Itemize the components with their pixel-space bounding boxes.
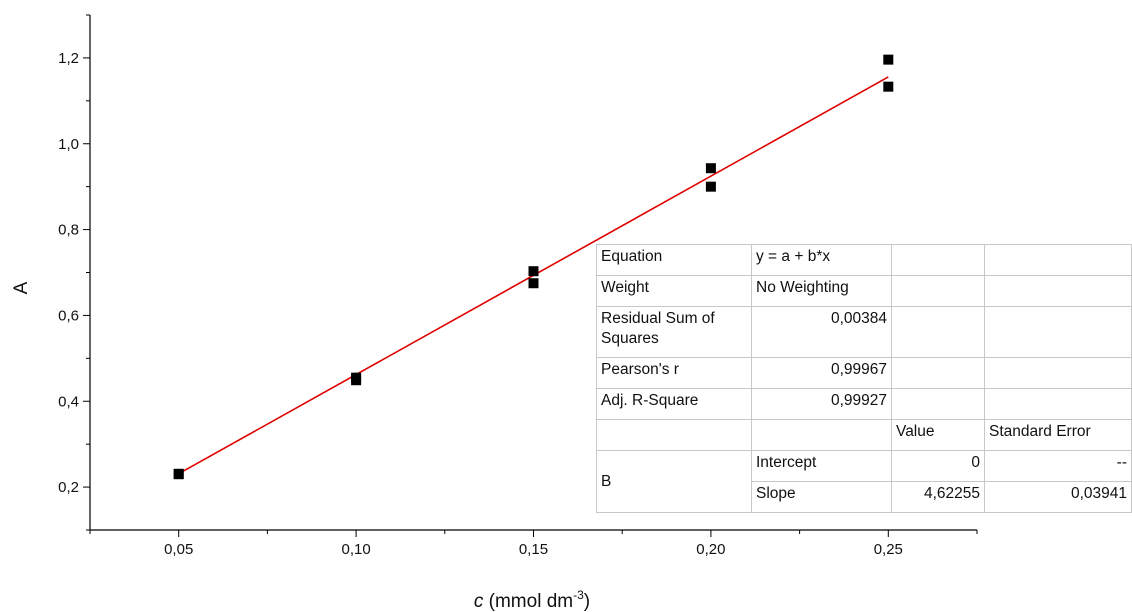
table-row-pearson: Pearson's r 0,99967 — [596, 357, 1132, 389]
value-header: Value — [891, 419, 985, 451]
y-tick-label: 0,2 — [58, 479, 79, 496]
data-point — [528, 266, 539, 277]
empty-cell — [891, 244, 985, 276]
x-axis-title-unit: (mmol dm — [483, 591, 573, 612]
data-point — [883, 81, 894, 92]
y-tick-label: 1,2 — [58, 50, 79, 67]
y-axis-title: A — [11, 281, 32, 294]
empty-cell — [596, 419, 752, 451]
x-axis-title-exponent: -3 — [573, 588, 584, 602]
rss-value: 0,00384 — [751, 306, 892, 358]
data-point — [705, 181, 716, 192]
table-row-equation: Equation y = a + b*x — [596, 244, 1132, 276]
x-axis-title: c (mmol dm-3) — [474, 588, 590, 612]
intercept-error: -- — [984, 450, 1132, 482]
empty-cell — [984, 388, 1132, 420]
slope-error: 0,03941 — [984, 481, 1132, 513]
x-axis-title-symbol: c — [474, 591, 484, 612]
empty-cell — [984, 275, 1132, 307]
parameter-group-label: B — [596, 450, 752, 513]
y-tick-label: 0,4 — [58, 393, 79, 410]
x-tick-label: 0,15 — [519, 541, 548, 558]
y-tick-label: 0,8 — [58, 222, 79, 239]
slope-value: 4,62255 — [891, 481, 985, 513]
equation-label: Equation — [596, 244, 752, 276]
intercept-label: Intercept — [751, 450, 892, 482]
empty-cell — [891, 275, 985, 307]
data-point — [528, 278, 539, 289]
table-row-slope: Slope 4,62255 0,03941 — [597, 481, 1132, 513]
adj-r-square-label: Adj. R-Square — [596, 388, 752, 420]
empty-cell — [891, 388, 985, 420]
table-row-intercept: B Intercept 0 -- — [596, 450, 1132, 513]
empty-cell — [751, 419, 892, 451]
equation-value: y = a + b*x — [751, 244, 892, 276]
x-tick-label: 0,20 — [696, 541, 725, 558]
x-tick-label: 0,25 — [874, 541, 903, 558]
data-point — [173, 468, 184, 479]
rss-label: Residual Sum of Squares — [596, 306, 752, 358]
fit-statistics-table: Equation y = a + b*x Weight No Weighting… — [596, 244, 1132, 513]
x-tick-label: 0,10 — [341, 541, 370, 558]
slope-label: Slope — [751, 481, 892, 513]
x-axis-title-close: ) — [584, 591, 590, 612]
data-point — [705, 163, 716, 174]
y-ticks: 0,2 0,4 0,6 0,8 1,0 1,2 — [58, 14, 90, 531]
intercept-value: 0 — [891, 450, 985, 482]
data-point — [883, 54, 894, 65]
data-point — [351, 372, 362, 383]
data-points — [173, 54, 894, 480]
weight-value: No Weighting — [751, 275, 892, 307]
y-tick-label: 0,6 — [58, 307, 79, 324]
pearson-value: 0,99967 — [751, 357, 892, 389]
table-row-rss: Residual Sum of Squares 0,00384 — [596, 306, 1132, 358]
standard-error-header: Standard Error — [984, 419, 1132, 451]
x-ticks: 0,05 0,10 0,15 0,20 0,25 — [89, 530, 978, 558]
empty-cell — [984, 244, 1132, 276]
weight-label: Weight — [596, 275, 752, 307]
table-row-weight: Weight No Weighting — [596, 275, 1132, 307]
empty-cell — [891, 357, 985, 389]
table-row-adj-r-square: Adj. R-Square 0,99927 — [596, 388, 1132, 420]
empty-cell — [984, 357, 1132, 389]
empty-cell — [891, 306, 985, 358]
empty-cell — [984, 306, 1132, 358]
x-tick-label: 0,05 — [164, 541, 193, 558]
table-row-headers: Value Standard Error — [596, 419, 1132, 451]
adj-r-square-value: 0,99927 — [751, 388, 892, 420]
pearson-label: Pearson's r — [596, 357, 752, 389]
y-tick-label: 1,0 — [58, 136, 79, 153]
